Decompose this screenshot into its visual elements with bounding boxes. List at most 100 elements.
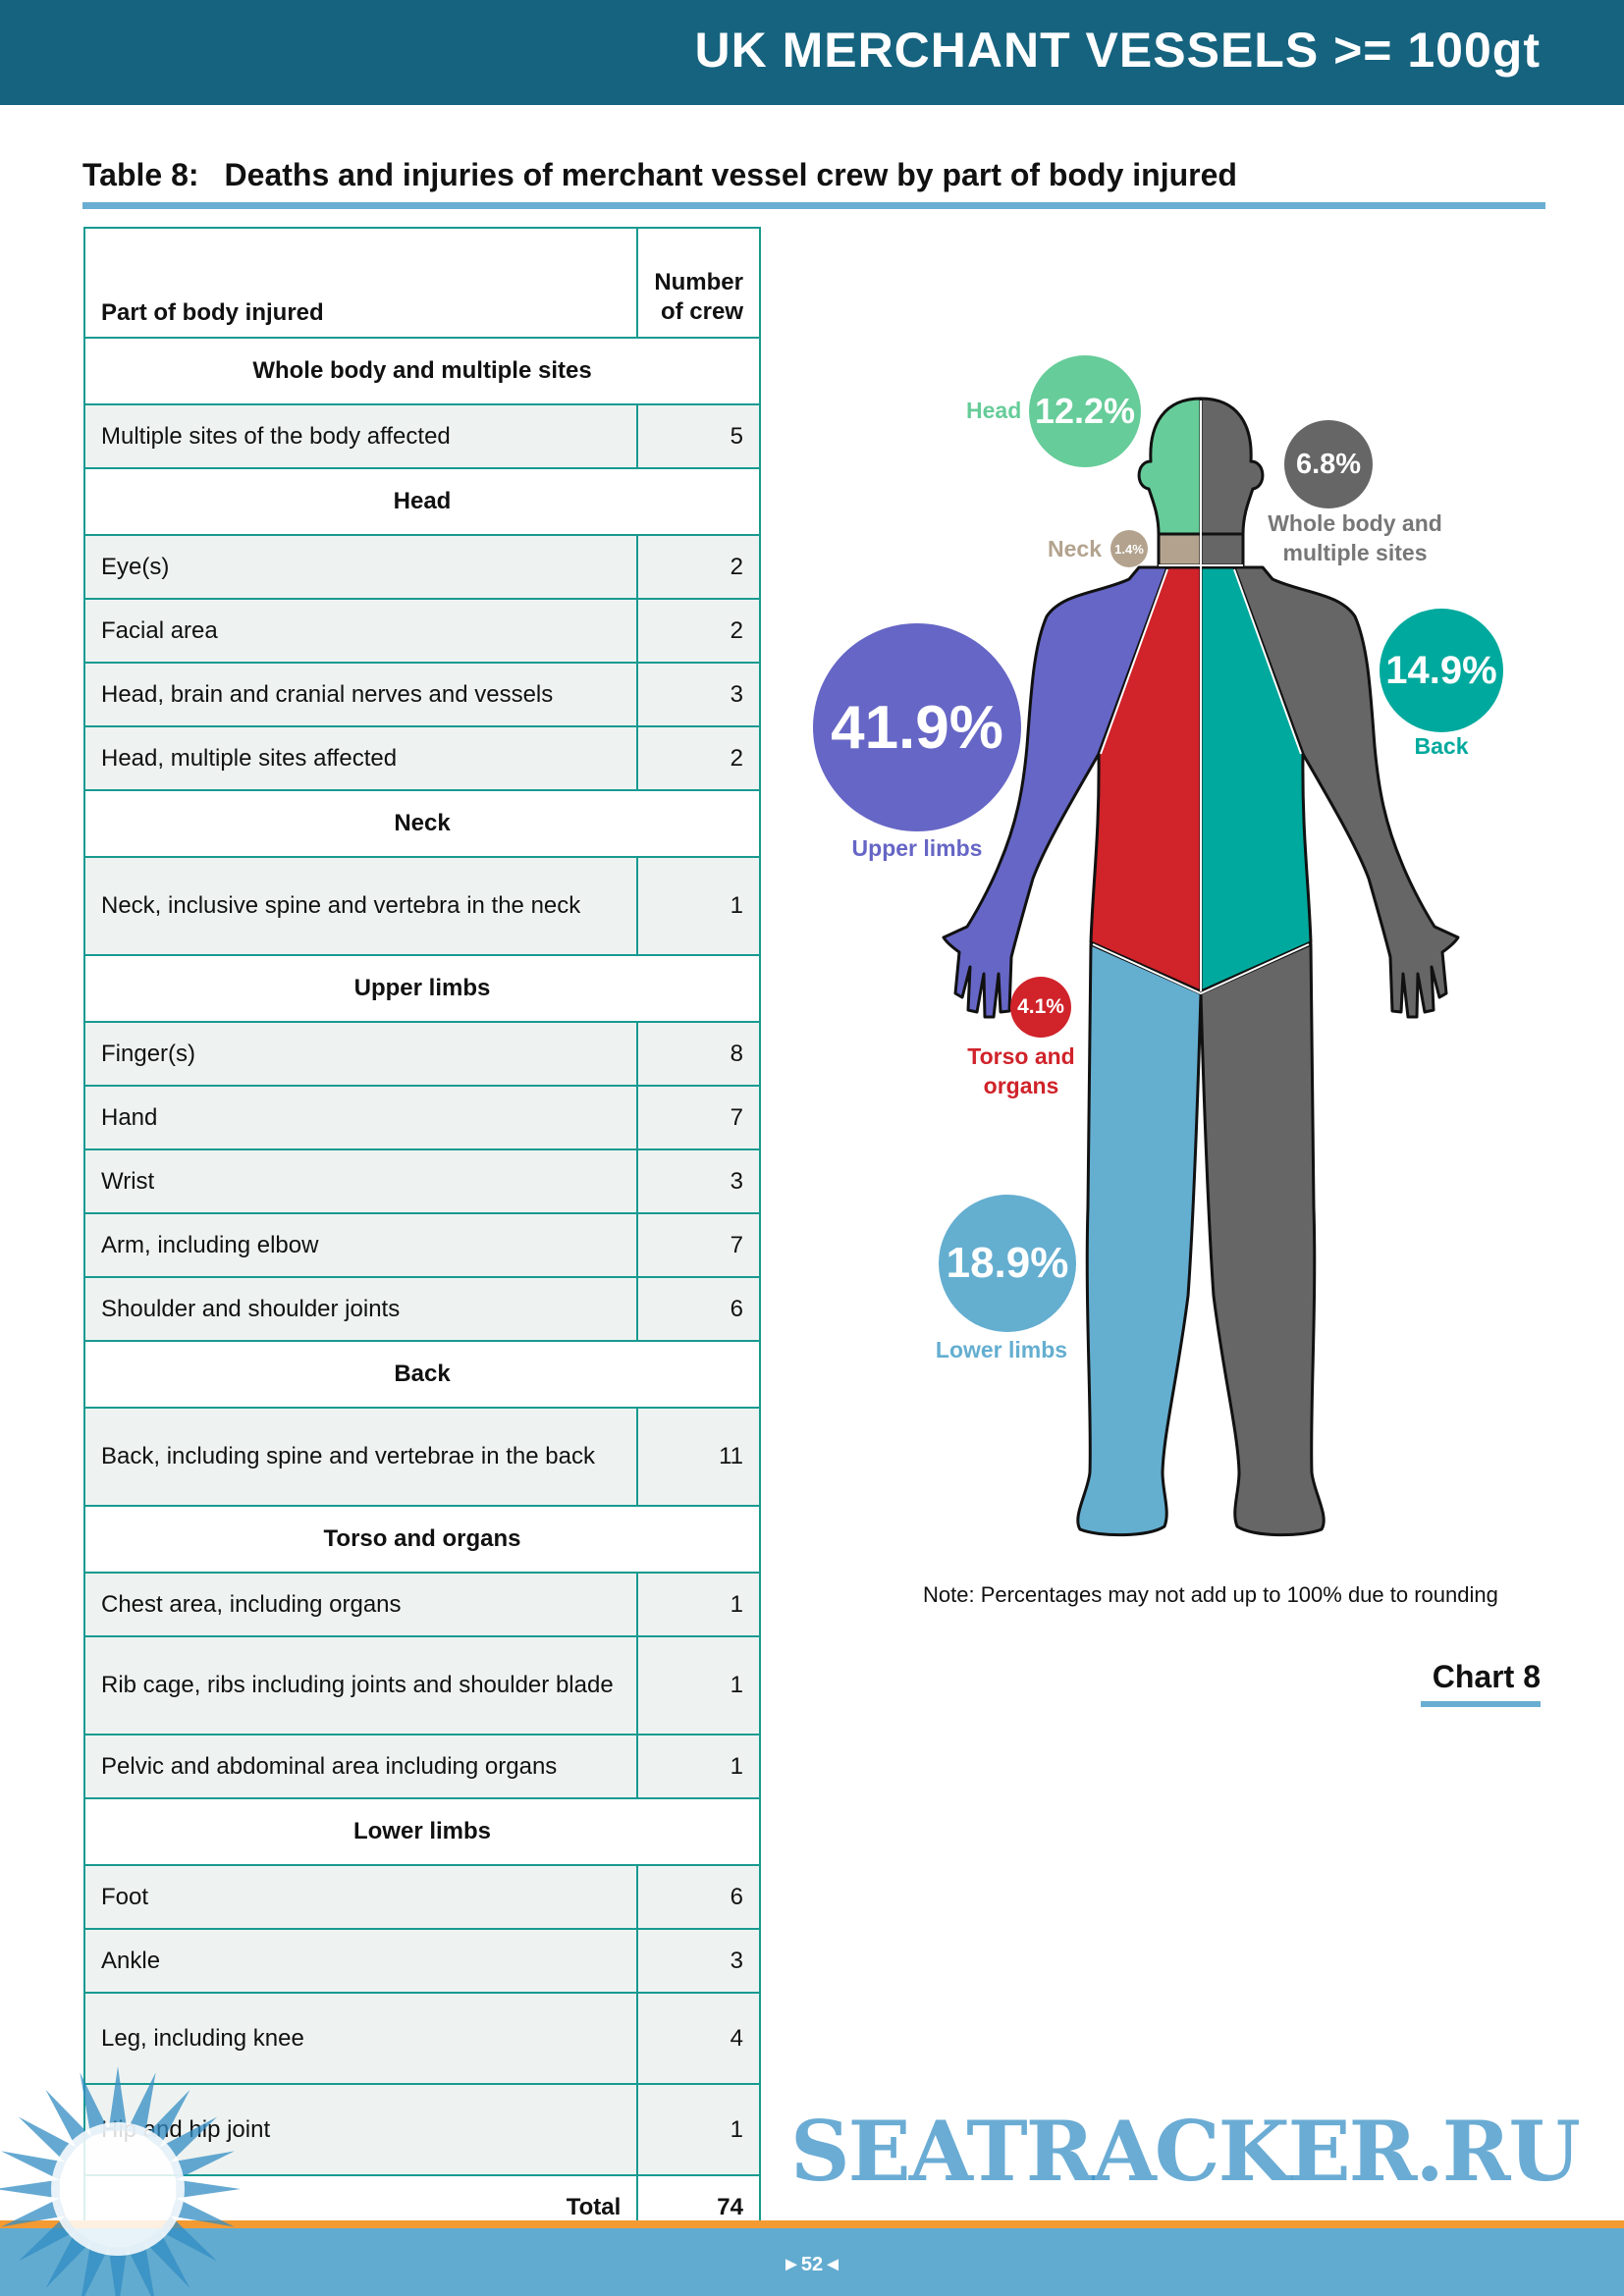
sun-ray — [1, 2198, 66, 2227]
crew-count-cell: 7 — [636, 1212, 761, 1278]
crew-count-cell: 5 — [636, 403, 761, 469]
chart-title-underline — [1421, 1701, 1541, 1707]
sun-ray — [144, 2230, 190, 2289]
neck-right — [1199, 532, 1245, 567]
label-whole-body-2: multiple sites — [1282, 540, 1428, 565]
column-header-number: Number of crew — [636, 227, 761, 339]
crew-count-cell: 4 — [636, 1992, 761, 2085]
table-number: Table 8: — [82, 157, 199, 192]
crew-count-cell: 2 — [636, 598, 761, 664]
crew-count-cell: 1 — [636, 856, 761, 956]
bubble-lower-limbs: 18.9% — [939, 1195, 1076, 1332]
title-underline — [82, 202, 1545, 209]
body-part-cell: Facial area — [82, 598, 639, 664]
bubble-neck: 1.4% — [1110, 530, 1148, 567]
separator-lines — [1092, 400, 1310, 995]
body-part-cell: Arm, including elbow — [82, 1212, 639, 1278]
sun-ray — [127, 2072, 156, 2137]
crew-count-cell: 7 — [636, 1085, 761, 1150]
crew-count-cell: 1 — [636, 1572, 761, 1637]
section-header-row: Torso and organs — [83, 1505, 761, 1574]
table-row: Foot 6 — [82, 1864, 761, 1930]
neck — [1157, 532, 1203, 567]
crew-count-cell: 11 — [636, 1407, 761, 1507]
arm-right — [1232, 565, 1460, 1019]
sun-ray — [80, 2072, 109, 2137]
table-row: Facial area 2 — [82, 598, 761, 664]
table-row: Pelvic and abdominal area including orga… — [82, 1734, 761, 1799]
sun-ray — [127, 2241, 154, 2296]
body-part-cell: Finger(s) — [82, 1021, 639, 1087]
table-row: Back, including spine and vertebrae in t… — [82, 1407, 761, 1507]
table-row: Wrist 3 — [82, 1148, 761, 1214]
label-torso-1: Torso and — [967, 1043, 1075, 1069]
body-part-cell: Head, multiple sites affected — [82, 725, 639, 791]
lower-limb-left — [1076, 942, 1203, 1537]
table-row: Leg, including knee 4 — [82, 1992, 761, 2085]
crew-count-cell: 3 — [636, 1928, 761, 1994]
sun-ray — [159, 2216, 218, 2262]
label-lower-limbs: Lower limbs — [935, 1337, 1068, 1362]
body-part-cell: Hand — [82, 1085, 639, 1150]
sun-ray — [108, 2066, 128, 2131]
table-row: Chest area, including organs 1 — [82, 1572, 761, 1637]
table-row: Neck, inclusive spine and vertebra in th… — [82, 856, 761, 956]
label-back: Back — [1414, 733, 1469, 759]
crew-count-cell: 8 — [636, 1021, 761, 1087]
crew-count-cell: 3 — [636, 1148, 761, 1214]
section-title: Upper limbs — [83, 954, 761, 1023]
table-header-row: Part of body injured Number of crew — [82, 227, 761, 339]
header-title: UK MERCHANT VESSELS >= 100gt — [694, 23, 1541, 78]
bubble-whole-body: 6.8% — [1284, 420, 1373, 508]
sun-ray — [81, 2241, 109, 2296]
sun-ray — [45, 2089, 91, 2148]
sun-ray — [170, 2198, 235, 2227]
body-part-cell: Foot — [82, 1864, 639, 1930]
label-head: Head — [966, 398, 1022, 423]
label-torso-2: organs — [983, 1073, 1059, 1098]
footer-orange-line — [0, 2220, 1624, 2228]
table-row: Shoulder and shoulder joints 6 — [82, 1276, 761, 1342]
body-part-cell: Chest area, including organs — [82, 1572, 639, 1637]
table-row: Arm, including elbow 7 — [82, 1212, 761, 1278]
table-row: Rib cage, ribs including joints and shou… — [82, 1635, 761, 1735]
head-left — [1137, 397, 1203, 536]
page-number: ►52◄ — [782, 2254, 842, 2275]
table-row: Ankle 3 — [82, 1928, 761, 1994]
label-upper-limbs: Upper limbs — [851, 835, 983, 861]
body-part-cell: Ankle — [82, 1928, 639, 1994]
section-title: Torso and organs — [83, 1505, 761, 1574]
chart-note: Note: Percentages may not add up to 100%… — [923, 1582, 1498, 1607]
upper-limb-left — [942, 565, 1169, 1019]
body-part-cell: Shoulder and shoulder joints — [82, 1276, 639, 1342]
table-title-text: Deaths and injuries of merchant vessel c… — [224, 157, 1237, 192]
body-part-cell: Multiple sites of the body affected — [82, 403, 639, 469]
bubble-upper-limbs: 41.9% — [813, 623, 1021, 831]
table-title: Table 8: Deaths and injuries of merchant … — [82, 157, 1237, 193]
head-right — [1199, 397, 1265, 536]
table-row: Head, multiple sites affected 2 — [82, 725, 761, 791]
section-header-row: Head — [83, 467, 761, 536]
sun-ray — [45, 2230, 91, 2289]
body-part-cell: Eye(s) — [82, 534, 639, 600]
sun-ray — [144, 2089, 190, 2148]
sun-ray — [176, 2179, 241, 2199]
watermark: SEATRACKER.RU — [790, 2103, 1581, 2200]
crew-count-cell: 6 — [636, 1864, 761, 1930]
section-header-row: Neck — [83, 789, 761, 858]
column-header-part: Part of body injured — [82, 227, 639, 339]
crew-count-cell: 1 — [636, 2083, 761, 2176]
body-part-cell: Neck, inclusive spine and vertebra in th… — [82, 856, 639, 956]
label-neck: Neck — [1048, 536, 1102, 561]
sun-ray — [170, 2151, 235, 2180]
crew-count-cell: 6 — [636, 1276, 761, 1342]
label-whole-body-1: Whole body and — [1268, 510, 1442, 536]
bubble-head: 12.2% — [1029, 355, 1141, 467]
sun-ray — [159, 2116, 218, 2163]
body-part-cell: Head, brain and cranial nerves and vesse… — [82, 662, 639, 727]
body-part-cell: Wrist — [82, 1148, 639, 1214]
bubble-back: 14.9% — [1380, 609, 1503, 732]
sun-ray — [1, 2151, 66, 2180]
crew-count-cell: 2 — [636, 725, 761, 791]
